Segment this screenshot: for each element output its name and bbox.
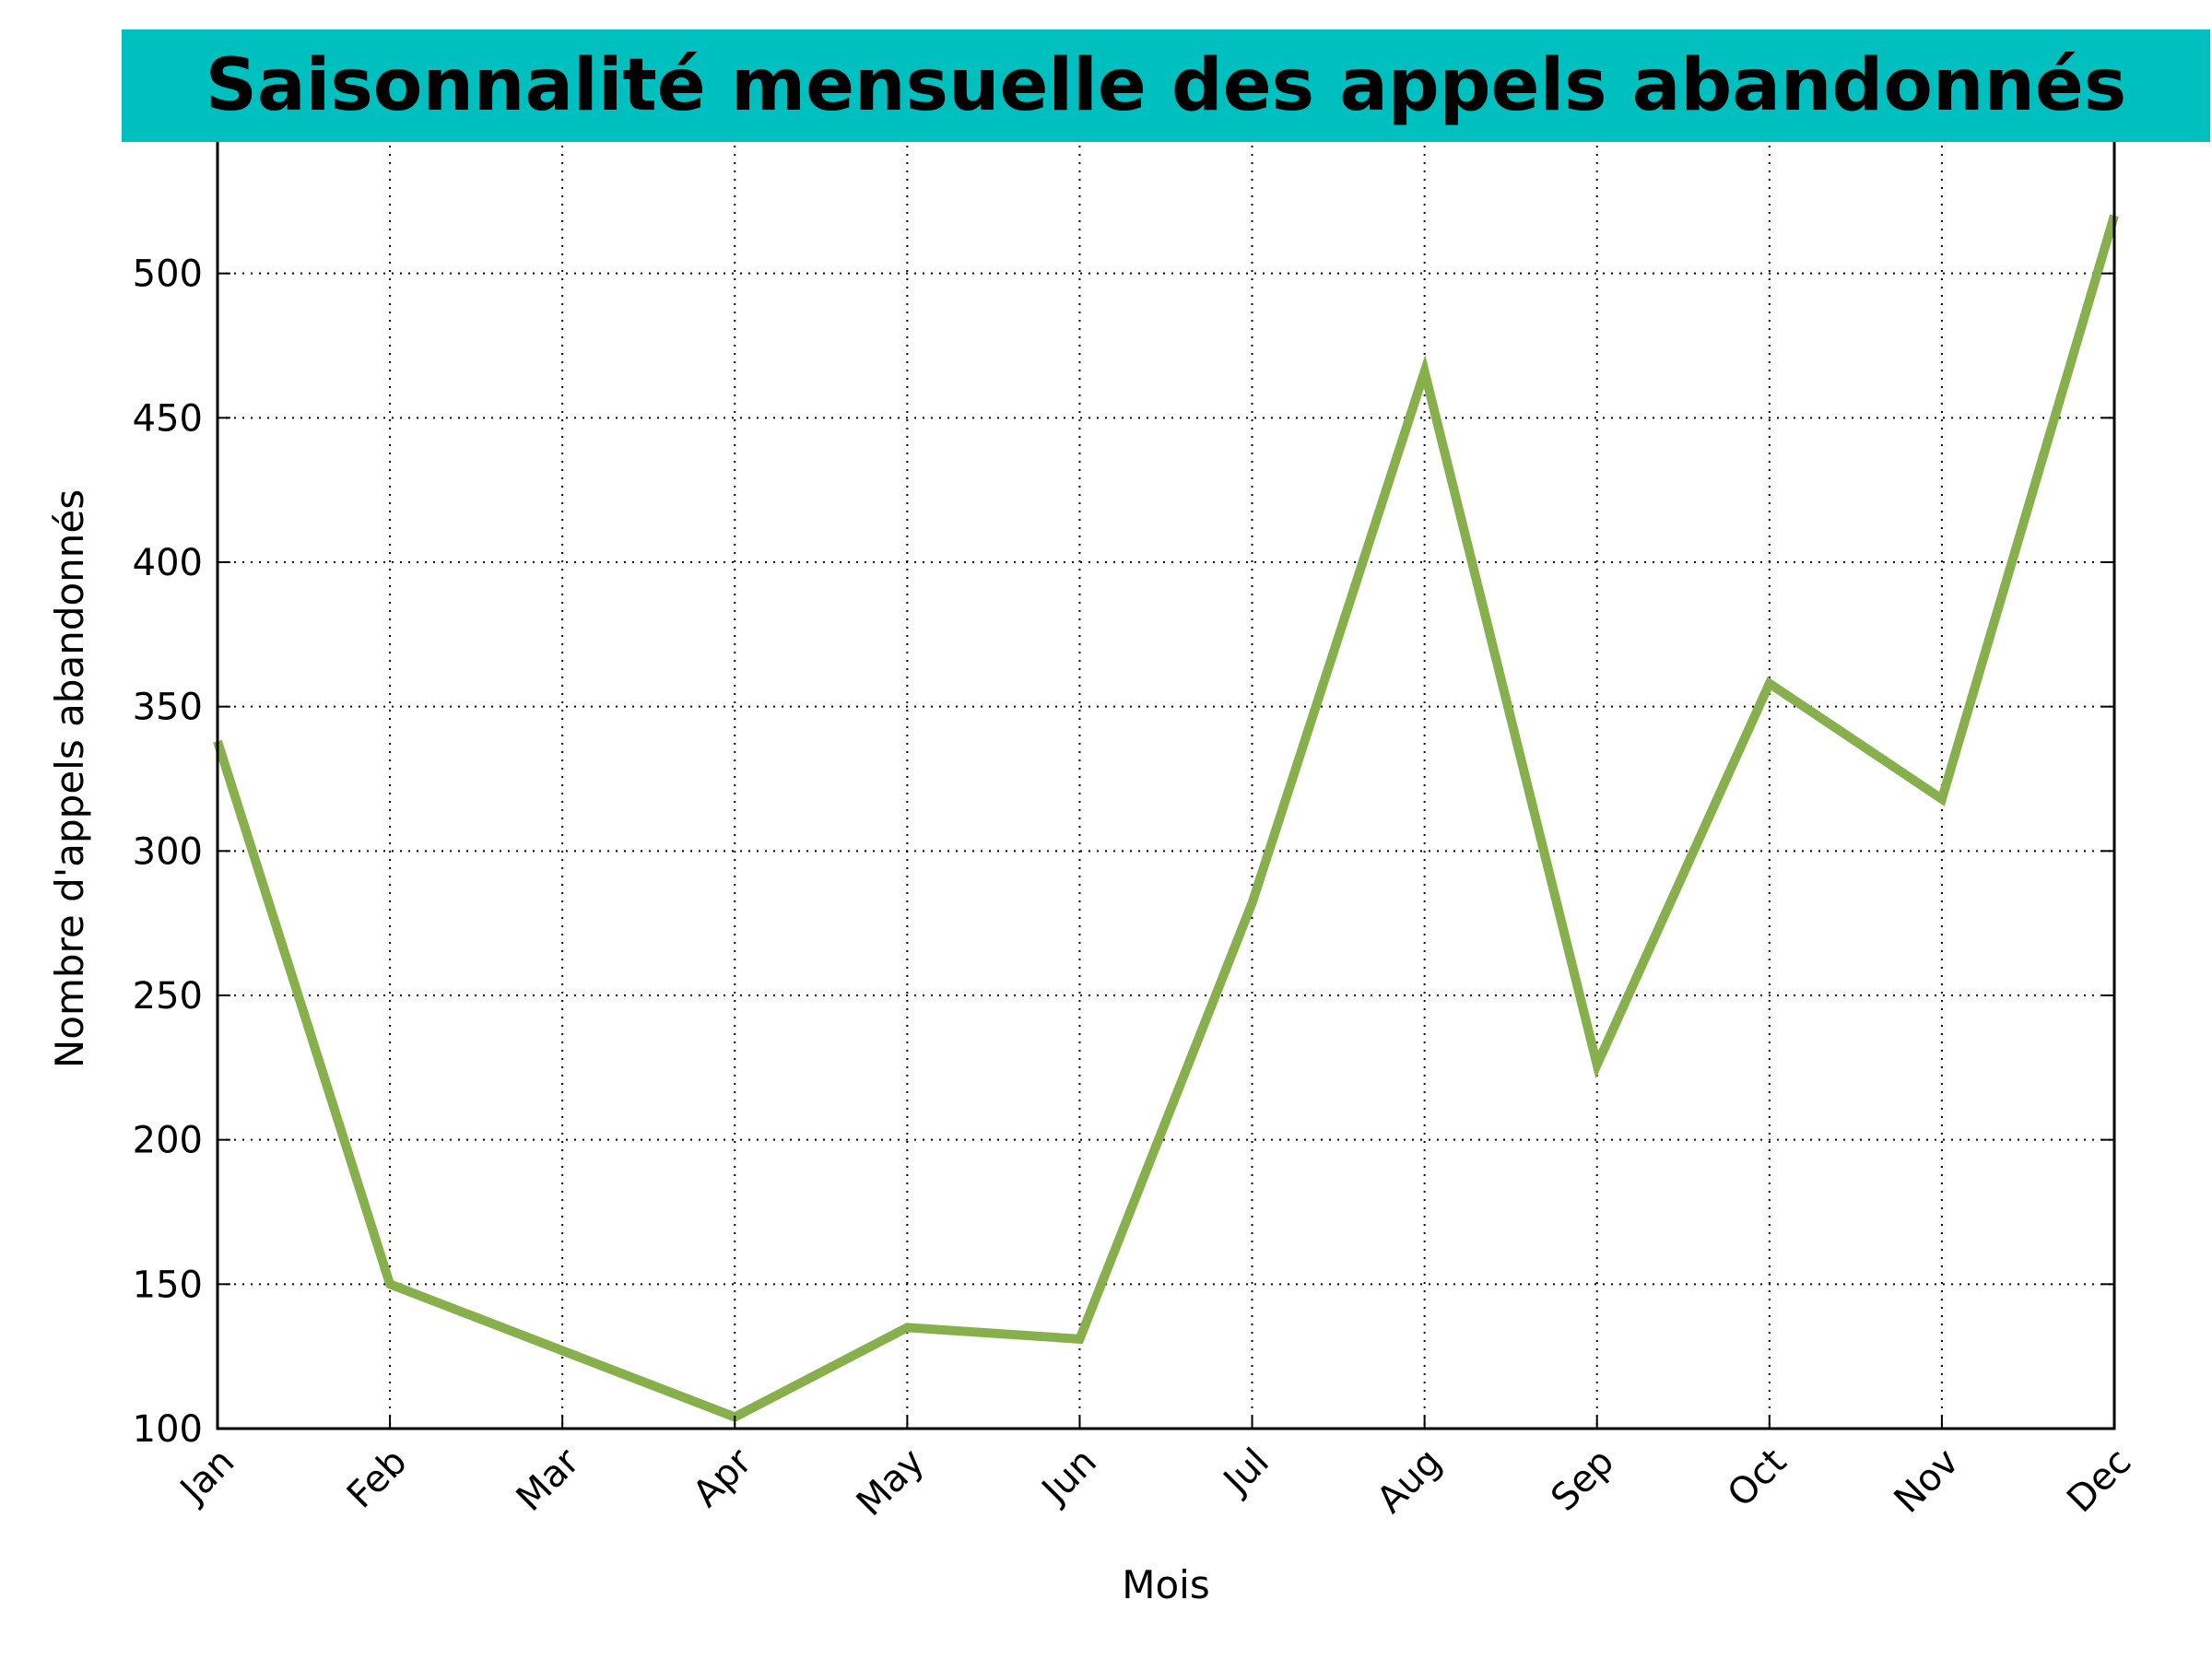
x-tick-label: Dec [2059, 1441, 2139, 1521]
y-tick-label: 450 [133, 397, 203, 440]
x-tick-label: Aug [1369, 1441, 1450, 1522]
x-tick-label: Apr [685, 1441, 760, 1516]
y-tick-label: 200 [133, 1120, 203, 1162]
y-tick-label: 150 [133, 1264, 203, 1306]
grid [218, 129, 2114, 1429]
x-tick-label: Nov [1887, 1441, 1968, 1522]
y-axis-label: Nombre d'appels abandonnés [47, 489, 92, 1068]
x-tick-label: Jan [171, 1441, 242, 1512]
plot-frame [216, 127, 2116, 1430]
x-tick-label: Oct [1720, 1441, 1794, 1515]
y-tick-label: 250 [133, 975, 203, 1018]
y-tick-label: 350 [133, 687, 203, 729]
chart-title: Saisonnalité mensuelle des appels abando… [122, 29, 2210, 142]
y-tick-label: 300 [133, 830, 203, 873]
x-tick-label: Jun [1032, 1441, 1105, 1513]
series-line [213, 214, 2119, 1422]
y-tick-label: 400 [133, 542, 203, 584]
x-tick-label: Mar [509, 1441, 588, 1520]
series-layer [213, 214, 2119, 1422]
y-tick-label: 500 [133, 253, 203, 296]
x-axis-label: Mois [1122, 1562, 1209, 1607]
y-axis: 100 150 200 250 300 350 400 450 500 [133, 253, 2114, 1451]
x-tick-label: Feb [339, 1441, 416, 1517]
x-tick-label: May [849, 1441, 933, 1524]
x-tick-label: Sep [1543, 1441, 1622, 1520]
y-tick-label: 100 [133, 1408, 203, 1451]
x-tick-label: Jul [1214, 1441, 1277, 1504]
